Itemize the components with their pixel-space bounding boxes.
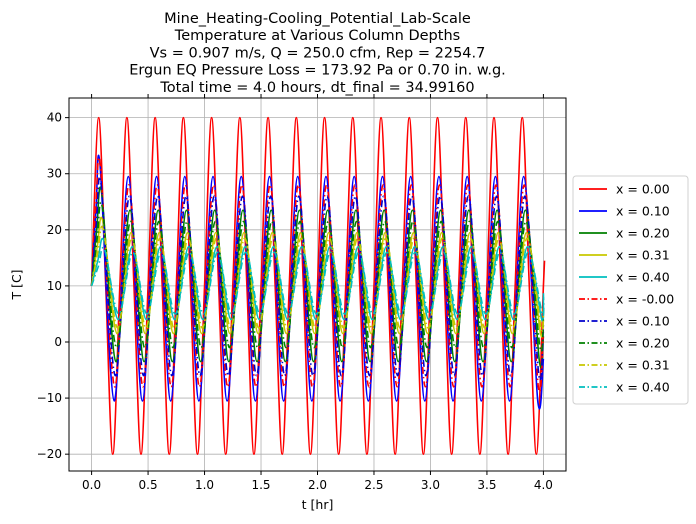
x-axis-ticks: 0.0 0.5 1.0 1.5 2.0 2.5 3.0 3.5 4.0 <box>82 94 553 492</box>
legend-label-4: x = 0.40 <box>616 270 670 285</box>
series-line-8 <box>90 225 545 332</box>
legend-label-0: x = 0.00 <box>616 182 670 197</box>
title-line-0: Mine_Heating-Cooling_Potential_Lab-Scale <box>164 11 471 27</box>
title-line-2: Vs = 0.907 m/s, Q = 250.0 cfm, Rep = 225… <box>150 45 486 61</box>
x-tick-label-1: 0.5 <box>139 478 158 492</box>
x-tick-label-2: 1.0 <box>195 478 214 492</box>
x-axis-label: t [hr] <box>302 497 334 512</box>
series-line-6 <box>90 175 545 381</box>
series-line-0 <box>90 116 546 455</box>
y-tick-label-6: 40 <box>47 111 62 125</box>
y-axis-label: T [C] <box>9 269 24 300</box>
y-tick-label-4: 20 <box>47 223 62 237</box>
series-line-5 <box>90 157 545 393</box>
y-tick-label-0: −20 <box>37 447 62 461</box>
x-tick-label-5: 2.5 <box>364 478 383 492</box>
series-line-9 <box>90 246 545 316</box>
x-tick-label-3: 1.5 <box>251 478 270 492</box>
y-tick-label-5: 30 <box>47 167 62 181</box>
series-line-7 <box>90 201 545 353</box>
legend-label-5: x = -0.00 <box>616 292 674 307</box>
legend: x = 0.00 x = 0.10 x = 0.20 x = 0.31 x = 0.40… <box>572 175 689 405</box>
legend-label-6: x = 0.10 <box>616 314 670 329</box>
legend-label-1: x = 0.10 <box>616 204 670 219</box>
x-tick-label-8: 4.0 <box>534 478 553 492</box>
chart-title: Mine_Heating-Cooling_Potential_Lab-Scale… <box>129 11 506 96</box>
x-tick-label-6: 3.0 <box>421 478 440 492</box>
y-tick-label-1: −10 <box>37 391 62 405</box>
y-tick-label-2: 0 <box>54 335 62 349</box>
title-line-3: Ergun EQ Pressure Loss = 173.92 Pa or 0.… <box>129 63 506 79</box>
y-tick-label-3: 10 <box>47 279 62 293</box>
legend-label-8: x = 0.31 <box>616 358 670 373</box>
series-lines <box>90 116 546 455</box>
legend-label-3: x = 0.31 <box>616 248 670 263</box>
x-tick-label-0: 0.0 <box>82 478 101 492</box>
y-axis-ticks: −20 −10 0 10 20 30 40 <box>37 111 69 461</box>
legend-label-9: x = 0.40 <box>616 380 670 395</box>
title-line-4: Total time = 4.0 hours, dt_final = 34.99… <box>159 80 474 96</box>
x-tick-label-7: 3.5 <box>477 478 496 492</box>
legend-label-7: x = 0.20 <box>616 336 670 351</box>
legend-label-2: x = 0.20 <box>616 226 670 241</box>
title-line-1: Temperature at Various Column Depths <box>174 28 460 44</box>
x-tick-label-4: 2.0 <box>308 478 327 492</box>
